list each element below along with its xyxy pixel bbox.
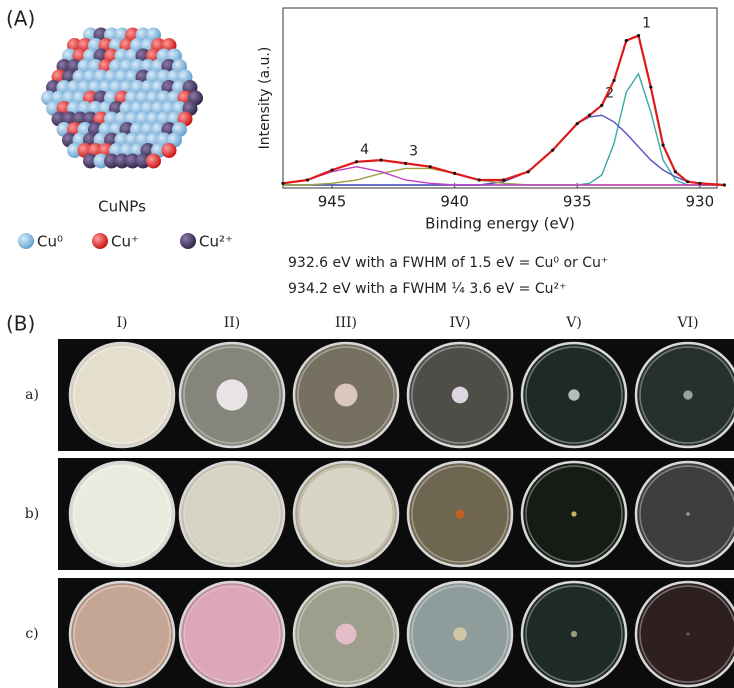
panel-label: (A) xyxy=(6,7,35,31)
data-point xyxy=(686,180,689,183)
series-line xyxy=(283,168,724,185)
data-point xyxy=(723,183,726,186)
data-point xyxy=(576,122,579,125)
column-label: V) xyxy=(565,315,582,331)
data-point xyxy=(637,34,640,37)
colony xyxy=(216,379,247,410)
colony xyxy=(299,467,393,561)
colony xyxy=(686,632,689,635)
data-point xyxy=(625,39,628,42)
colony xyxy=(568,389,579,400)
colony xyxy=(335,384,358,407)
data-point xyxy=(649,85,652,88)
column-label: III) xyxy=(335,315,357,331)
data-point xyxy=(379,159,382,162)
figure: (A) CuNPs 932.6 eV with a FWHM of 1.5 eV… xyxy=(0,0,734,688)
colony xyxy=(73,585,172,684)
legend-label: Cu²⁺ xyxy=(199,233,233,251)
series-line xyxy=(283,36,724,185)
data-point xyxy=(478,178,481,181)
colony xyxy=(453,627,467,641)
colony xyxy=(452,387,469,404)
note: 934.2 eV with a FWHM ¼ 3.6 eV = Cu²⁺ xyxy=(288,281,567,297)
data-point xyxy=(527,170,530,173)
data-point xyxy=(674,170,677,173)
colony xyxy=(571,511,576,516)
x-tick-label: 945 xyxy=(318,193,347,211)
legend-swatch xyxy=(18,233,34,249)
peak-label: 3 xyxy=(409,143,418,159)
peak-label: 4 xyxy=(360,142,369,158)
column-label: I) xyxy=(117,315,128,331)
data-point xyxy=(355,160,358,163)
x-axis-title: Binding energy (eV) xyxy=(425,215,575,233)
data-point xyxy=(612,79,615,82)
y-axis-title: Intensity (a.u.) xyxy=(257,47,273,150)
legend-swatch xyxy=(180,233,196,249)
particle-label: CuNPs xyxy=(98,198,146,216)
data-point xyxy=(661,144,664,147)
legend-label: Cu⁰ xyxy=(37,233,63,251)
colony xyxy=(683,390,692,399)
nanoparticle-atom xyxy=(162,143,177,158)
row-label: b) xyxy=(25,506,39,522)
data-point xyxy=(330,168,333,171)
colony xyxy=(73,346,172,445)
data-point xyxy=(698,182,701,185)
data-point xyxy=(306,178,309,181)
x-tick-label: 940 xyxy=(440,193,469,211)
column-label: VI) xyxy=(676,315,698,331)
data-point xyxy=(502,178,505,181)
row-label: c) xyxy=(25,626,38,642)
legend-label: Cu⁺ xyxy=(111,233,139,251)
nanoparticle-atom xyxy=(146,154,161,169)
column-label: II) xyxy=(224,315,241,331)
x-tick-label: 935 xyxy=(563,193,592,211)
x-tick-label: 930 xyxy=(686,193,715,211)
legend-swatch xyxy=(92,233,108,249)
panel-label: (B) xyxy=(6,312,35,336)
colony xyxy=(336,624,357,645)
colony xyxy=(686,512,690,516)
colony xyxy=(73,465,172,564)
data-point xyxy=(281,182,284,185)
row-label: a) xyxy=(25,387,39,403)
peak-label: 1 xyxy=(642,16,651,32)
data-point xyxy=(588,114,591,117)
column-label: IV) xyxy=(449,315,470,331)
colony xyxy=(571,631,577,637)
data-point xyxy=(429,165,432,168)
data-point xyxy=(404,162,407,165)
note: 932.6 eV with a FWHM of 1.5 eV = Cu⁰ or … xyxy=(288,255,608,271)
data-point xyxy=(453,172,456,175)
colony xyxy=(455,509,464,518)
data-point xyxy=(600,104,603,107)
data-point xyxy=(551,149,554,152)
